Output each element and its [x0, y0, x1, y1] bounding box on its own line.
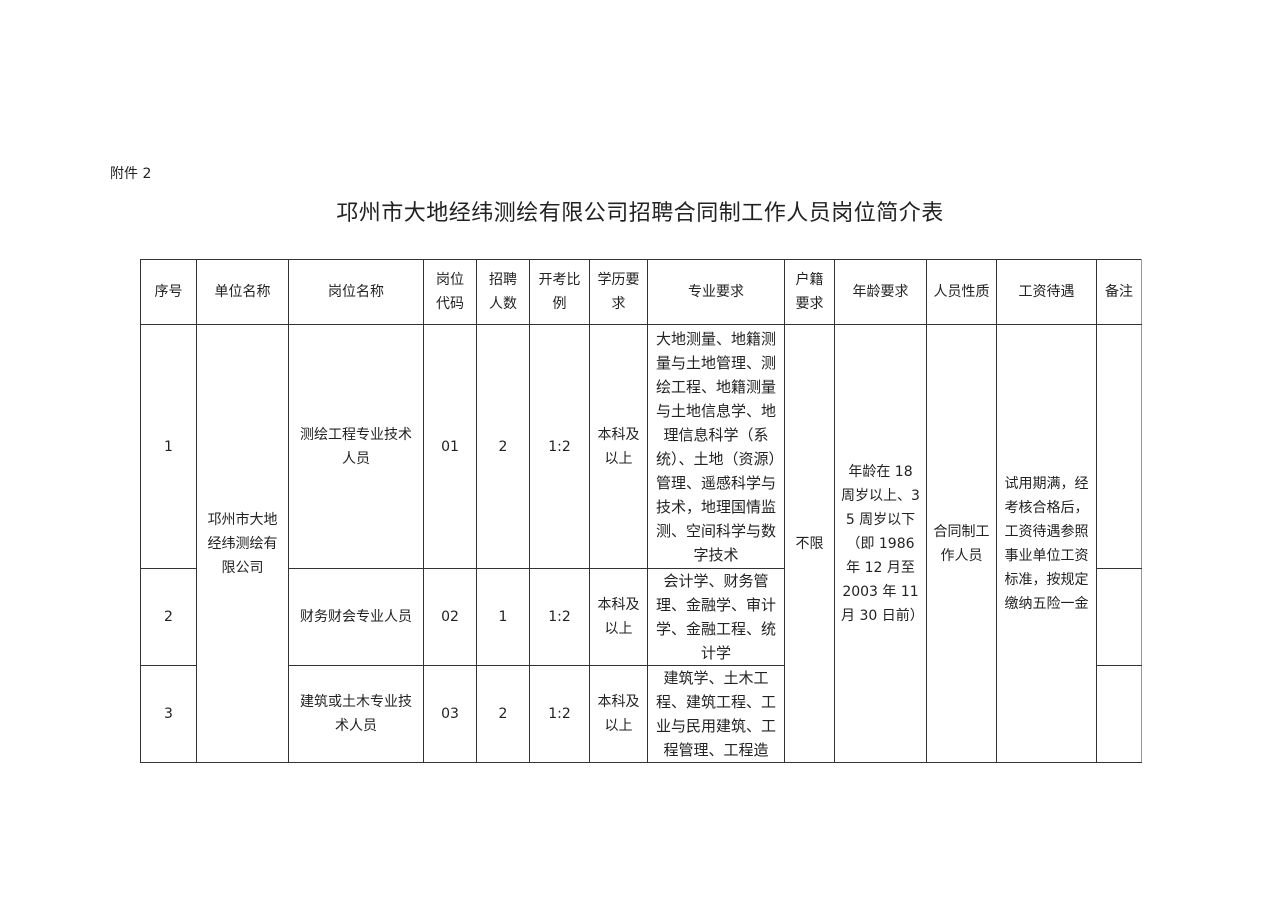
post-name: 财务财会专业人员	[288, 568, 424, 666]
header-cell: 年龄要求	[834, 259, 927, 325]
table-header-row: 序号 单位名称 岗位名称 岗位代码 招聘人数 开考比例 学历要求 专业要求 户籍…	[140, 259, 1142, 325]
header-cell: 户籍要求	[784, 259, 835, 325]
note	[1096, 568, 1142, 666]
row-number: 3	[140, 665, 197, 763]
salary: 试用期满，经考核合格后，工资待遇参照事业单位工资标准，按规定缴纳五险一金	[996, 324, 1097, 763]
row-number: 1	[140, 324, 197, 569]
table-row: 3 建筑或土木专业技术人员 03 2 1:2 本科及以上 建筑学、土木工程、建筑…	[140, 665, 1142, 763]
note	[1096, 324, 1142, 569]
post-code: 01	[423, 324, 477, 569]
major-requirement: 大地测量、地籍测量与土地管理、测绘工程、地籍测量与土地信息学、地理信息科学（系统…	[647, 324, 785, 569]
age-requirement: 年龄在 18 周岁以上、35 周岁以下（即 1986 年 12 月至 2003 …	[834, 324, 927, 763]
page-title: 邛州市大地经纬测绘有限公司招聘合同制工作人员岗位简介表	[336, 201, 944, 226]
unit-name: 邛州市大地经纬测绘有限公司	[196, 324, 289, 763]
note	[1096, 665, 1142, 763]
header-cell: 招聘人数	[476, 259, 530, 325]
row-number: 2	[140, 568, 197, 666]
education: 本科及以上	[589, 665, 648, 763]
header-cell: 单位名称	[196, 259, 289, 325]
header-cell: 备注	[1096, 259, 1142, 325]
post-code: 02	[423, 568, 477, 666]
post-name: 测绘工程专业技术人员	[288, 324, 424, 569]
table-row: 1 邛州市大地经纬测绘有限公司 测绘工程专业技术人员 01 2 1:2 本科及以…	[140, 324, 1142, 763]
table-row: 2 财务财会专业人员 02 1 1:2 本科及以上 会计学、财务管理、金融学、审…	[140, 568, 1142, 666]
personnel-type: 合同制工作人员	[926, 324, 997, 763]
post-name: 建筑或土木专业技术人员	[288, 665, 424, 763]
hire-count: 2	[476, 324, 530, 569]
education: 本科及以上	[589, 324, 648, 569]
hire-count: 1	[476, 568, 530, 666]
header-cell: 开考比例	[529, 259, 590, 325]
header-cell: 岗位代码	[423, 259, 477, 325]
attachment-label: 附件 2	[110, 166, 152, 182]
household-requirement: 不限	[784, 324, 835, 763]
education: 本科及以上	[589, 568, 648, 666]
header-cell: 专业要求	[647, 259, 785, 325]
major-requirement: 会计学、财务管理、金融学、审计学、金融工程、统计学	[647, 568, 785, 666]
exam-ratio: 1:2	[529, 568, 590, 666]
header-cell: 学历要求	[589, 259, 648, 325]
header-cell: 人员性质	[926, 259, 997, 325]
post-code: 03	[423, 665, 477, 763]
exam-ratio: 1:2	[529, 324, 590, 569]
major-requirement: 建筑学、土木工程、建筑工程、工业与民用建筑、工程管理、工程造	[647, 665, 785, 763]
header-cell: 岗位名称	[288, 259, 424, 325]
header-cell: 工资待遇	[996, 259, 1097, 325]
exam-ratio: 1:2	[529, 665, 590, 763]
positions-table: 序号 单位名称 岗位名称 岗位代码 招聘人数 开考比例 学历要求 专业要求 户籍…	[140, 259, 1142, 763]
hire-count: 2	[476, 665, 530, 763]
header-cell: 序号	[140, 259, 197, 325]
